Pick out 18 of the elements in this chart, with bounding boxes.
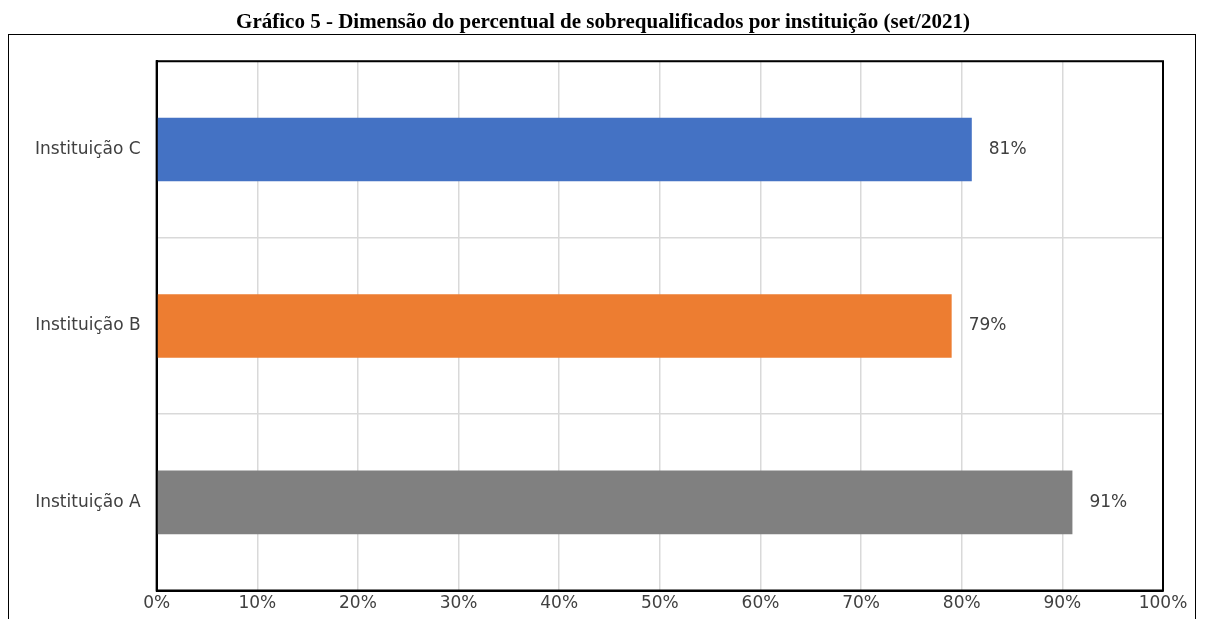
x-tick-label: 80% xyxy=(942,592,981,613)
x-tick-label: 100% xyxy=(1138,592,1188,613)
x-tick-label: 90% xyxy=(1043,592,1082,613)
x-tick-label: 0% xyxy=(143,592,171,613)
x-tick-label: 10% xyxy=(238,592,277,613)
x-tick-label: 50% xyxy=(640,592,679,613)
x-tick-label: 60% xyxy=(741,592,780,613)
chart-title: Gráfico 5 - Dimensão do percentual de sobrequalificados por instituição (set/2021) xyxy=(235,8,971,34)
y-tick-label: Instituição B xyxy=(35,314,141,335)
x-tick-label: 40% xyxy=(540,592,579,613)
data-label: 91% xyxy=(1089,490,1128,511)
data-label: 79% xyxy=(968,314,1007,335)
x-tick-label: 70% xyxy=(842,592,880,613)
x-tick-label: 20% xyxy=(339,592,377,613)
y-tick-label: Instituição C xyxy=(35,137,141,158)
data-label: 81% xyxy=(988,137,1027,158)
y-tick-label: Instituição A xyxy=(35,490,141,511)
x-tick-label: 30% xyxy=(439,592,478,613)
